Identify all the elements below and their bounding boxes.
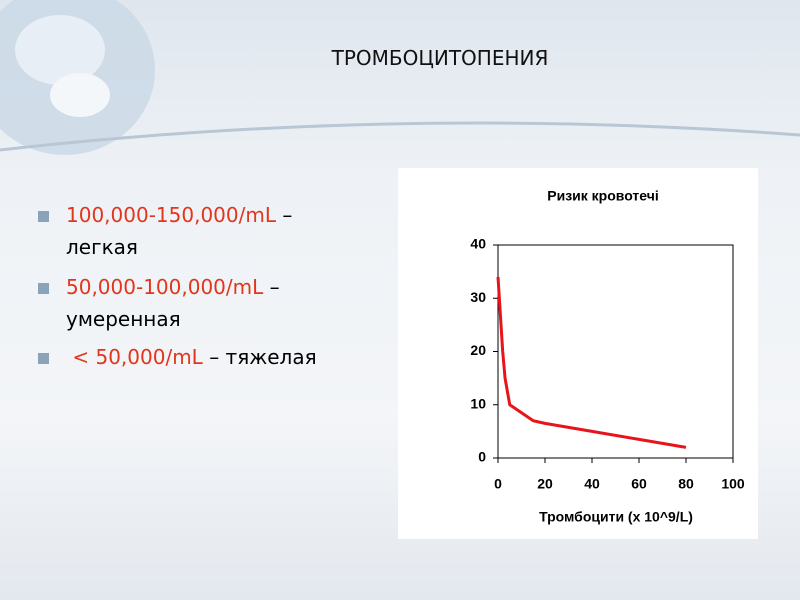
x-tick-label: 100	[721, 476, 745, 492]
y-tick-label: 0	[478, 449, 486, 465]
y-tick-label: 30	[470, 289, 486, 305]
chart-title: Ризик кровотечі	[547, 188, 658, 204]
y-tick-label: 20	[470, 342, 486, 358]
x-tick-label: 80	[678, 476, 694, 492]
chart-background	[398, 168, 758, 539]
data-line	[496, 276, 687, 449]
bullet: 100,000-150,000/mL – легкая	[36, 199, 366, 263]
slide-title: ТРОМБОЦИТОПЕНИЯ	[331, 46, 549, 70]
bullet-range: 50,000-100,000/mL	[66, 275, 264, 299]
header-decoration	[0, 0, 800, 155]
chart: Ризик кровотечі Тромбоцити (x 10^9/L) 0 1…	[398, 168, 758, 539]
bullet-severity: – легкая	[66, 203, 293, 259]
y-tick-label: 40	[470, 236, 486, 252]
x-tick-label: 40	[584, 476, 600, 492]
x-tick-label: 0	[494, 476, 502, 492]
bullet: < 50,000/mL – тяжелая	[36, 341, 366, 373]
bullet-severity: – умеренная	[66, 275, 280, 331]
x-tick-label: 20	[537, 476, 553, 492]
bullet-severity: – тяжелая	[209, 345, 317, 369]
bullet-range: 100,000-150,000/mL	[66, 203, 276, 227]
y-tick-label: 10	[470, 395, 486, 411]
x-axis-label: Тромбоцити (x 10^9/L)	[539, 509, 693, 525]
bullet-range: < 50,000/mL	[66, 345, 203, 369]
x-tick-label: 60	[631, 476, 647, 492]
bullet: 50,000-100,000/mL – умеренная	[36, 271, 366, 335]
